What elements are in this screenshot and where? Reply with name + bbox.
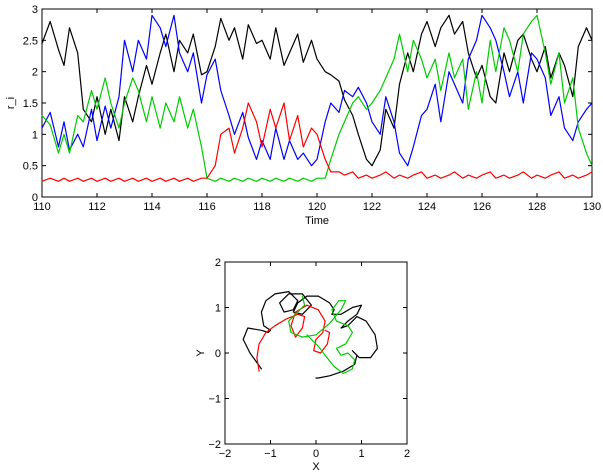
time-series-x-tick-label: 130 — [583, 201, 601, 213]
time-series-x-ticks: 110 112 114 116 118 120 122 124 126 128 130 — [33, 9, 601, 213]
time-series-y-tick-label: 0.5 — [23, 161, 38, 173]
time-series-x-tick-label: 110 — [33, 201, 51, 213]
time-series-x-tick-label: 112 — [88, 201, 106, 213]
time-series-y-tick-label: 3 — [32, 4, 38, 16]
time-series-x-tick-label: 116 — [198, 201, 216, 213]
time-series-x-tick-label: 118 — [253, 201, 271, 213]
trajectory-lines — [242, 291, 378, 379]
time-series-x-tick-label: 126 — [473, 201, 491, 213]
trajectory-y-axis-label: Y — [195, 349, 207, 357]
trajectory-y-ticks: −2 −1 0 1 2 — [208, 257, 407, 451]
time-series-y-tick-label: 1 — [32, 129, 38, 141]
time-series-y-tick-label: 2.5 — [23, 35, 38, 47]
trajectory-x-tick-label: −2 — [219, 448, 232, 460]
time-series-chart: 110 112 114 116 118 120 122 124 126 128 130 0 0.5 1 1… — [5, 4, 601, 227]
time-series-x-tick-label: 122 — [363, 201, 381, 213]
trajectory-x-tick-label: −1 — [264, 448, 277, 460]
trajectory-y-tick-label: 1 — [215, 303, 221, 315]
trajectory-y-tick-label: 0 — [215, 348, 221, 360]
time-series-y-tick-label: 0 — [32, 192, 38, 204]
time-series-y-axis-label: r_i — [5, 97, 17, 109]
trajectory-y-tick-label: 2 — [215, 257, 221, 269]
trajectory-series-1-line — [242, 291, 378, 379]
time-series-x-tick-label: 120 — [308, 201, 326, 213]
trajectory-chart: −2 −1 0 1 2 −2 −1 0 1 2 X Y — [195, 257, 410, 473]
trajectory-x-tick-label: 2 — [404, 448, 410, 460]
trajectory-series-2-line — [256, 304, 331, 372]
trajectory-plot-frame — [224, 261, 408, 445]
trajectory-x-tick-label: 1 — [358, 448, 364, 460]
trajectory-x-tick-label: 0 — [313, 448, 319, 460]
time-series-series-3-line — [41, 14, 593, 182]
trajectory-y-tick-label: −1 — [208, 394, 221, 406]
trajectory-series-3-line — [288, 295, 356, 375]
time-series-y-tick-label: 2 — [32, 67, 38, 79]
time-series-x-tick-label: 114 — [143, 201, 161, 213]
trajectory-x-ticks: −2 −1 0 1 2 — [219, 262, 410, 460]
trajectory-x-axis-label: X — [312, 461, 320, 473]
trajectory-y-tick-label: −2 — [208, 439, 221, 451]
time-series-lines — [41, 14, 593, 182]
time-series-y-tick-label: 1.5 — [23, 98, 38, 110]
time-series-series-2-line — [41, 14, 593, 167]
time-series-x-tick-label: 124 — [418, 201, 436, 213]
time-series-y-ticks: 0 0.5 1 1.5 2 2.5 3 — [23, 4, 592, 204]
time-series-series-1-line — [41, 14, 593, 167]
time-series-series-4-line — [41, 102, 593, 182]
time-series-x-axis-label: Time — [305, 215, 329, 227]
time-series-x-tick-label: 128 — [528, 201, 546, 213]
